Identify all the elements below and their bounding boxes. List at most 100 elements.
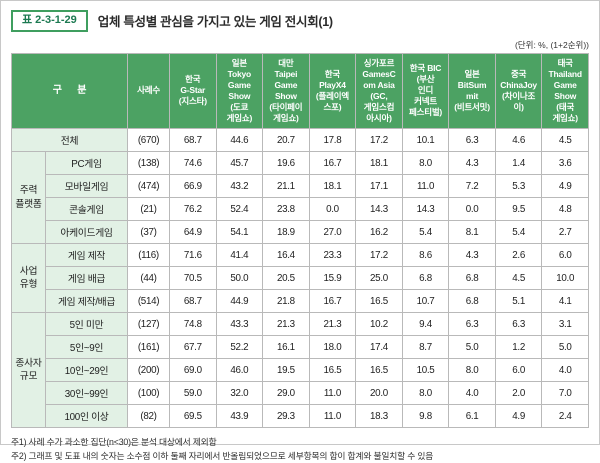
value-cell: 16.7 (308, 151, 357, 176)
value-cell: 17.1 (355, 174, 403, 199)
row-label: 5인~9인 (44, 335, 129, 360)
case-count-cell: (37) (127, 220, 171, 245)
col-header-0: 구 분 (10, 52, 129, 130)
value-cell: 68.7 (169, 289, 217, 314)
value-cell: 43.3 (215, 312, 264, 337)
value-cell: 18.1 (308, 174, 357, 199)
row-label-total: 전체 (10, 128, 129, 153)
case-count-cell: (44) (127, 266, 171, 291)
page-title: 업체 특성별 관심을 가지고 있는 게임 전시회(1) (97, 15, 333, 30)
case-count-cell: (100) (127, 381, 171, 406)
value-cell: 4.3 (448, 243, 496, 268)
group-label: 주력 플랫폼 (11, 151, 46, 245)
value-cell: 17.2 (355, 128, 403, 153)
value-cell: 16.7 (308, 289, 357, 314)
case-count-cell: (514) (127, 289, 171, 314)
exhibition-interest-table: 구 분 사례수 한국 G-Star (지스타) 일본 Tokyo Game Show … (10, 52, 589, 429)
table-row: 30인~99인 (100) 59.0 32.0 29.0 11.0 20.0 8.0 4.0 2.… (12, 381, 589, 406)
value-cell: 11.0 (308, 381, 357, 406)
value-cell: 7.2 (448, 174, 496, 199)
value-cell: 4.6 (494, 128, 543, 153)
table-row: 사업 유형 게임 제작 (116) 71.6 41.4 16.4 23.3 17.2 8.6 4.… (11, 243, 589, 314)
row-label: 모바일게임 (44, 174, 129, 199)
case-count-cell: (82) (127, 404, 171, 429)
value-cell: 11.0 (308, 404, 357, 429)
table-row: 종사자 규모 5인 미만 (127) 74.8 43.3 21.3 21.3 10.2 9.4 6… (11, 312, 589, 429)
value-cell: 69.0 (169, 358, 217, 383)
value-cell: 8.0 (448, 358, 496, 383)
value-cell: 6.8 (448, 289, 496, 314)
value-cell: 52.2 (215, 335, 264, 360)
value-cell: 3.1 (541, 312, 589, 337)
value-cell: 29.0 (262, 381, 310, 406)
value-cell: 4.0 (541, 358, 589, 383)
footnotes: 주1) 사례 수가 과소한 집단(n<30)은 분석 대상에서 제외함 주2) … (11, 435, 589, 463)
group-label: 종사자 규모 (11, 312, 46, 429)
group-label: 사업 유형 (11, 243, 46, 314)
value-cell: 16.5 (355, 289, 403, 314)
value-cell: 23.8 (262, 197, 310, 222)
value-cell: 8.6 (401, 243, 450, 268)
value-cell: 21.1 (262, 174, 310, 199)
table-row: 10인~29인 (200) 69.0 46.0 19.5 16.5 16.5 10.5 8.0 6… (12, 358, 589, 383)
table-title-bar: 표 2-3-1-29 업체 특성별 관심을 가지고 있는 게임 전시회(1) (11, 10, 589, 32)
row-label: 게임 배급 (44, 266, 129, 291)
col-header-6: 싱가포르 GamesC om Asia (GC, 게임스컴 아시아) (355, 52, 403, 130)
value-cell: 10.0 (541, 266, 589, 291)
value-cell: 6.8 (448, 266, 496, 291)
table-row: 5인~9인 (161) 67.7 52.2 16.1 18.0 17.4 8.7 5.0 1.2 5… (12, 335, 589, 360)
case-count-cell: (127) (127, 312, 171, 337)
value-cell: 6.8 (401, 266, 450, 291)
table-row: 전체 (670) 68.7 44.6 20.7 17.8 17.2 10.1 6.3 4.6 4.5 (10, 128, 589, 153)
value-cell: 20.0 (355, 381, 403, 406)
value-cell: 46.0 (215, 358, 264, 383)
value-cell: 21.3 (262, 312, 310, 337)
value-cell: 6.3 (448, 128, 496, 153)
case-count-cell: (474) (127, 174, 171, 199)
value-cell: 4.9 (541, 174, 589, 199)
row-label: 콘솔게임 (44, 197, 129, 222)
value-cell: 45.7 (215, 151, 264, 176)
value-cell: 6.3 (494, 312, 543, 337)
value-cell: 2.0 (494, 381, 543, 406)
col-header-3: 일본 Tokyo Game Show (도쿄 게임쇼) (215, 52, 264, 130)
table-row: 모바일게임 (474) 66.9 43.2 21.1 18.1 17.1 11.0 7.2 5.3… (12, 174, 589, 199)
value-cell: 18.9 (262, 220, 310, 245)
value-cell: 44.6 (215, 128, 264, 153)
col-header-1: 사례수 (127, 52, 171, 130)
table-row: 게임 제작/배급 (514) 68.7 44.9 21.8 16.7 16.5 10.7 6.8… (12, 289, 589, 314)
value-cell: 2.7 (541, 220, 589, 245)
value-cell: 6.0 (494, 358, 543, 383)
col-header-2: 한국 G-Star (지스타) (169, 52, 217, 130)
value-cell: 5.1 (494, 289, 543, 314)
value-cell: 52.4 (215, 197, 264, 222)
col-header-8: 일본 BitSum mit (비트서밋) (448, 52, 496, 130)
value-cell: 25.0 (355, 266, 403, 291)
value-cell: 4.5 (494, 266, 543, 291)
value-cell: 4.1 (541, 289, 589, 314)
table-row: 콘솔게임 (21) 76.2 52.4 23.8 0.0 14.3 14.3 0.0 9.5 4.8 (12, 197, 589, 222)
value-cell: 10.5 (401, 358, 450, 383)
value-cell: 23.3 (308, 243, 357, 268)
value-cell: 44.9 (215, 289, 264, 314)
value-cell: 16.1 (262, 335, 310, 360)
value-cell: 43.2 (215, 174, 264, 199)
value-cell: 43.9 (215, 404, 264, 429)
value-cell: 4.8 (541, 197, 589, 222)
value-cell: 74.6 (169, 151, 217, 176)
value-cell: 0.0 (308, 197, 357, 222)
value-cell: 8.0 (401, 381, 450, 406)
value-cell: 18.0 (308, 335, 357, 360)
value-cell: 9.5 (494, 197, 543, 222)
table-row: 100인 이상 (82) 69.5 43.9 29.3 11.0 18.3 9.8 6.1 4.9… (12, 404, 589, 429)
case-count-cell: (161) (127, 335, 171, 360)
row-label: 10인~29인 (44, 358, 129, 383)
value-cell: 18.1 (355, 151, 403, 176)
value-cell: 4.3 (448, 151, 496, 176)
value-cell: 5.4 (401, 220, 450, 245)
row-label: 아케이드게임 (44, 220, 129, 245)
value-cell: 5.3 (494, 174, 543, 199)
value-cell: 16.2 (355, 220, 403, 245)
case-count-cell: (21) (127, 197, 171, 222)
value-cell: 59.0 (169, 381, 217, 406)
